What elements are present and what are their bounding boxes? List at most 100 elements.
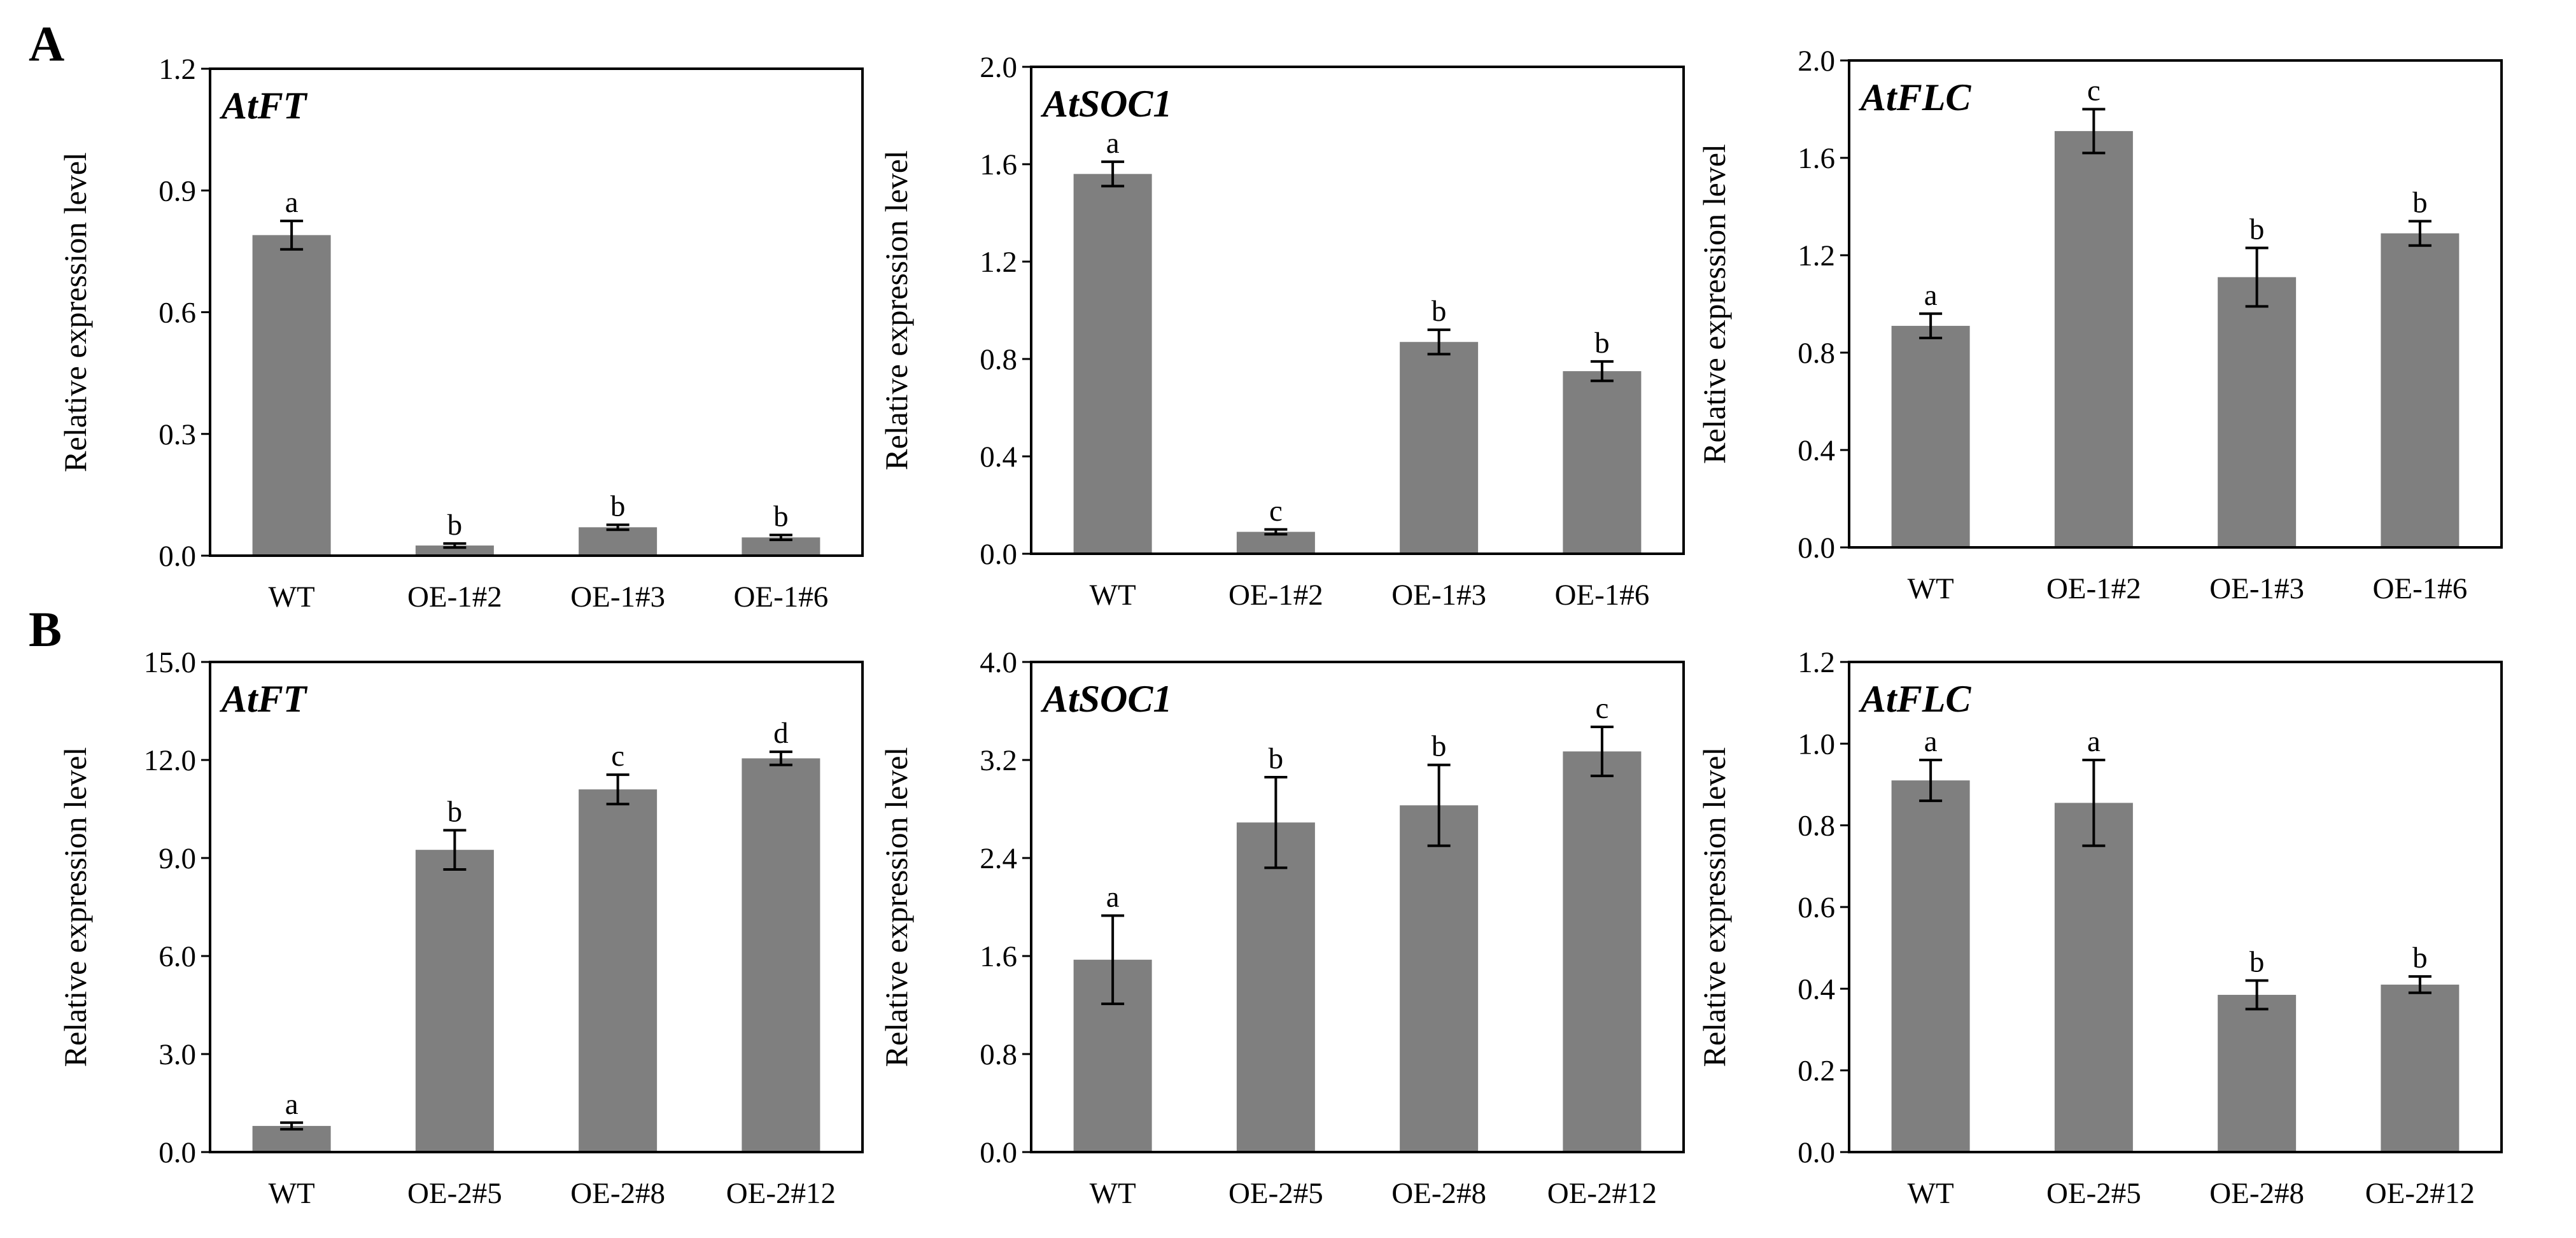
x-tick-label: OE-1#3 xyxy=(570,580,665,614)
x-tick-label: WT xyxy=(269,1177,315,1210)
y-tick-label: 0.6 xyxy=(158,297,196,330)
chart-a-atsoc1: 0.0 0.4 0.8 1.2 1.6 2.0 a WT c OE-1#2 b OE-1#3 b OE-1… xyxy=(878,51,1685,612)
y-tick-label: 0.0 xyxy=(158,540,196,573)
bar xyxy=(1400,805,1479,1152)
y-tick-label: 0.9 xyxy=(158,174,196,208)
x-tick-label: OE-2#8 xyxy=(1391,1177,1486,1210)
y-axis-label: Relative expression level xyxy=(1696,144,1732,464)
y-tick-label: 12.0 xyxy=(144,744,196,777)
chart-b-atft: 0.0 3.0 6.0 9.0 12.0 15.0 a WT b OE-2#5 c OE-2#8 d OE… xyxy=(57,646,864,1210)
y-axis-label: Relative expression level xyxy=(878,747,914,1067)
plot-frame xyxy=(209,661,864,1153)
x-tick-label: OE-1#6 xyxy=(2372,572,2467,605)
chart-title: AtFT xyxy=(219,678,308,720)
chart-a-atflc: 0.0 0.4 0.8 1.2 1.6 2.0 a WT c OE-1#2 b OE-1#3 b OE-1… xyxy=(1696,45,2503,605)
x-tick-label: OE-2#12 xyxy=(2365,1177,2475,1210)
chart-b-atsoc1: 0.0 0.8 1.6 2.4 3.2 4.0 a WT b OE-2#5 b OE-2#8 c OE-2… xyxy=(878,646,1685,1210)
bar xyxy=(2218,994,2297,1152)
y-tick-label: 1.2 xyxy=(158,53,196,86)
significance-letter: a xyxy=(1924,725,1938,758)
x-tick-label: OE-1#6 xyxy=(733,580,828,614)
y-axis-label: Relative expression level xyxy=(57,747,93,1067)
significance-letter: b xyxy=(2249,213,2265,246)
y-tick-label: 0.4 xyxy=(980,440,1017,474)
y-tick-label: 4.0 xyxy=(980,646,1017,679)
y-tick-label: 1.6 xyxy=(1798,142,1835,175)
y-tick-label: 0.4 xyxy=(1798,434,1835,467)
y-tick-label: 2.4 xyxy=(980,842,1017,875)
y-tick-label: 3.0 xyxy=(158,1038,196,1071)
y-tick-label: 0.0 xyxy=(1798,531,1835,565)
chart-title: AtFLC xyxy=(1858,678,1971,720)
panel-label-b: B xyxy=(29,601,62,657)
chart-a-atft: 0.0 0.3 0.6 0.9 1.2 a WT b OE-1#2 b OE-1#3 b OE-1#6 A… xyxy=(57,53,864,614)
y-tick-label: 0.0 xyxy=(980,538,1017,571)
significance-letter: b xyxy=(610,490,626,523)
bar xyxy=(1891,780,1970,1152)
x-tick-label: WT xyxy=(1090,579,1136,612)
y-tick-label: 0.4 xyxy=(1798,973,1835,1006)
significance-letter: b xyxy=(1594,327,1610,360)
plot-frame xyxy=(1030,66,1685,555)
significance-letter: b xyxy=(447,795,463,828)
significance-letter: b xyxy=(1432,295,1447,328)
x-tick-label: WT xyxy=(1908,572,1954,605)
y-tick-label: 9.0 xyxy=(158,842,196,875)
y-tick-label: 0.2 xyxy=(1798,1055,1835,1088)
significance-letter: a xyxy=(285,1088,299,1121)
plot-frame xyxy=(1848,661,2503,1153)
panel-label-a: A xyxy=(29,16,64,71)
x-tick-label: OE-2#8 xyxy=(2209,1177,2304,1210)
significance-letter: b xyxy=(2412,186,2428,219)
x-tick-label: OE-2#12 xyxy=(726,1177,836,1210)
significance-letter: b xyxy=(2249,946,2265,979)
y-tick-label: 0.8 xyxy=(980,343,1017,376)
y-tick-label: 0.0 xyxy=(158,1136,196,1169)
plot-frame xyxy=(1848,59,2503,549)
significance-letter: a xyxy=(1924,279,1938,312)
significance-letter: b xyxy=(447,509,463,542)
y-tick-label: 1.6 xyxy=(980,940,1017,973)
y-tick-label: 1.2 xyxy=(1798,646,1835,679)
significance-letter: c xyxy=(1595,692,1608,725)
chart-title: AtFLC xyxy=(1858,76,1971,118)
plot-frame xyxy=(209,67,864,557)
bar xyxy=(1400,342,1479,554)
chart-b-atflc: 0.0 0.2 0.4 0.6 0.8 1.0 1.2 a WT a OE-2#5 b OE-2#8 b O… xyxy=(1696,646,2503,1210)
x-tick-label: OE-2#12 xyxy=(1547,1177,1657,1210)
y-tick-label: 0.0 xyxy=(1798,1136,1835,1169)
x-tick-label: OE-1#3 xyxy=(1391,579,1486,612)
x-tick-label: WT xyxy=(269,580,315,614)
y-axis-label: Relative expression level xyxy=(878,150,914,470)
y-tick-label: 3.2 xyxy=(980,744,1017,777)
y-tick-label: 15.0 xyxy=(144,646,196,679)
y-tick-label: 6.0 xyxy=(158,940,196,973)
bar xyxy=(579,527,658,556)
significance-letter: d xyxy=(773,717,789,750)
significance-letter: b xyxy=(1269,742,1284,775)
significance-letter: c xyxy=(611,740,624,773)
y-axis-label: Relative expression level xyxy=(1696,747,1732,1067)
significance-letter: c xyxy=(2087,74,2101,108)
bar xyxy=(579,789,658,1152)
significance-letter: a xyxy=(2087,725,2101,758)
chart-title: AtFT xyxy=(219,85,308,127)
y-tick-label: 0.0 xyxy=(980,1136,1017,1169)
significance-letter: a xyxy=(1106,880,1120,913)
bar xyxy=(1073,174,1152,554)
y-tick-label: 1.0 xyxy=(1798,728,1835,761)
chart-title: AtSOC1 xyxy=(1040,83,1172,125)
significance-letter: c xyxy=(1269,495,1283,528)
y-tick-label: 2.0 xyxy=(980,51,1017,84)
bar xyxy=(1563,371,1642,554)
y-axis-label: Relative expression level xyxy=(57,152,93,472)
bar xyxy=(252,235,331,556)
significance-letter: b xyxy=(2412,941,2428,974)
y-tick-label: 1.2 xyxy=(1798,239,1835,272)
charts-container: 0.0 0.3 0.6 0.9 1.2 a WT b OE-1#2 b OE-1#3 b OE-1#6 A… xyxy=(57,45,2503,1210)
bar xyxy=(1563,751,1642,1152)
y-tick-label: 2.0 xyxy=(1798,45,1835,78)
x-tick-label: OE-1#3 xyxy=(2209,572,2304,605)
significance-letter: a xyxy=(1106,127,1120,160)
plot-frame xyxy=(1030,661,1685,1153)
